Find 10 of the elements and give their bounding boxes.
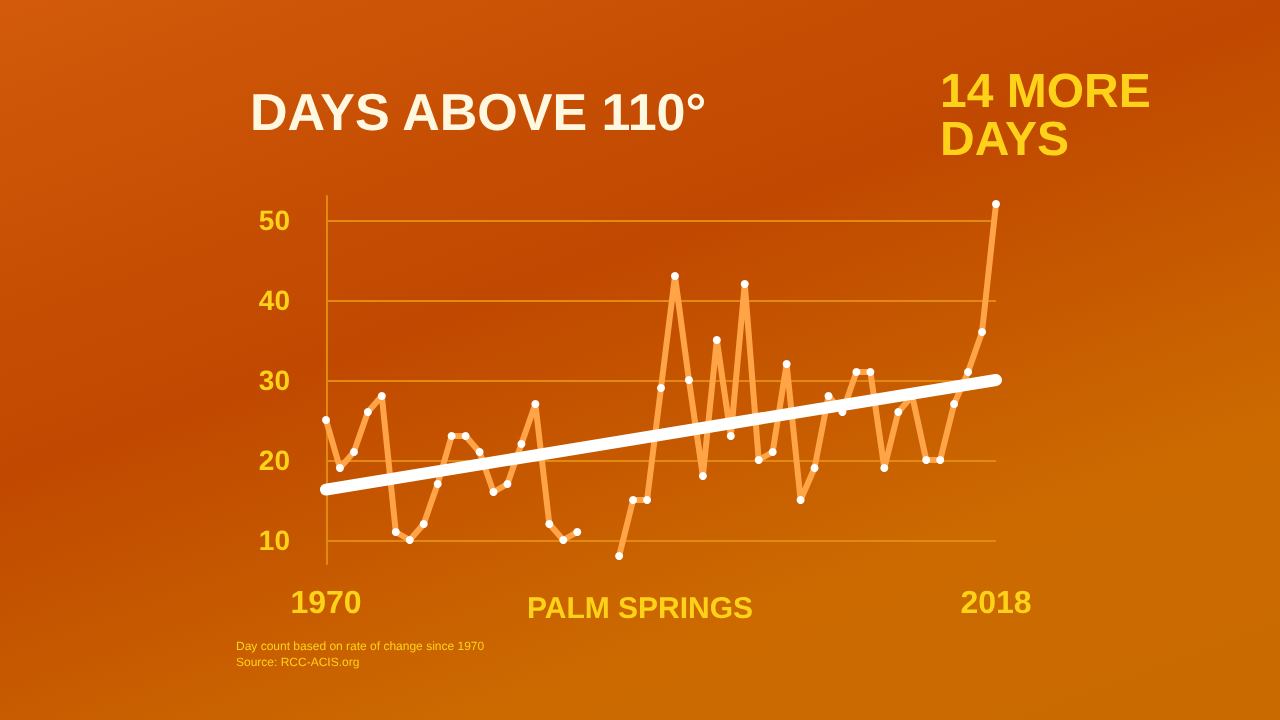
x-tick-label: 1970 — [290, 587, 362, 621]
y-tick-label: 10 — [258, 524, 291, 556]
chart-title: DAYS ABOVE 110° — [250, 82, 707, 142]
y-tick-label: 20 — [258, 444, 291, 476]
x-tick-label: 2018 — [960, 587, 1032, 621]
text: PALM SPRINGS — [526, 592, 754, 626]
y-tick-label: 50 — [258, 204, 291, 236]
text: 14 MORE DAYS — [940, 65, 1165, 167]
y-tick-label: 30 — [258, 364, 291, 396]
y-tick-label: 40 — [258, 284, 291, 316]
